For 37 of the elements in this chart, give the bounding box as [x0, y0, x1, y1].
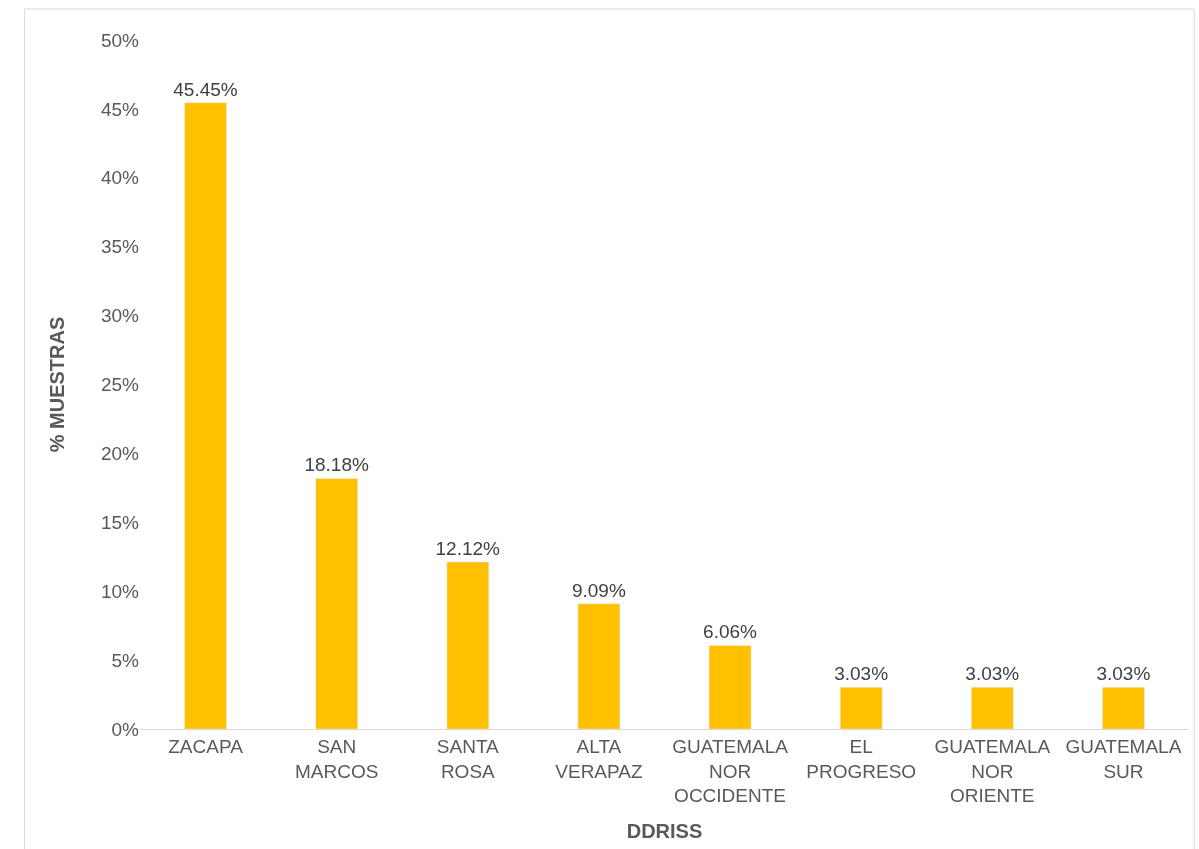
y-tick-label: 30%	[100, 305, 140, 327]
x-tick-label: ZACAPA	[168, 735, 244, 757]
bar	[708, 645, 752, 729]
data-label: 9.09%	[571, 579, 626, 601]
x-tick-label: SAN MARCOS	[294, 735, 379, 782]
y-tick-label: 40%	[100, 167, 140, 189]
x-tick-label: GUATEMALA NOR ORIENTE	[934, 735, 1051, 807]
y-tick-label: 25%	[100, 374, 140, 396]
x-tick-label: EL PROGRESO	[806, 735, 917, 782]
bar	[577, 603, 621, 729]
x-tick-label: SANTA ROSA	[436, 735, 500, 782]
y-tick-label: 35%	[100, 236, 140, 258]
bar	[446, 561, 490, 729]
bar	[184, 102, 227, 729]
x-tick-label: GUATEMALA NOR OCCIDENTE	[672, 735, 789, 807]
data-label: 3.03%	[1096, 663, 1151, 685]
data-label: 45.45%	[173, 78, 238, 100]
x-tick-label: GUATEMALA SUR	[1065, 735, 1182, 782]
data-label: 12.12%	[435, 537, 501, 559]
bar	[315, 478, 358, 729]
bar	[971, 687, 1014, 729]
y-tick-label: 5%	[111, 649, 140, 671]
x-axis-title: DDRISS	[626, 819, 703, 842]
data-label: 18.18%	[304, 454, 369, 476]
bar	[1102, 687, 1145, 729]
data-label: 6.06%	[703, 621, 758, 643]
y-tick-label: 10%	[100, 580, 140, 602]
y-axis-title: % MUESTRAS	[46, 316, 69, 453]
data-label: 3.03%	[834, 663, 889, 685]
y-tick-label: 20%	[100, 443, 140, 465]
y-tick-label: 45%	[100, 98, 140, 120]
data-label: 3.03%	[965, 663, 1020, 685]
bar	[839, 687, 883, 729]
y-tick-label: 50%	[100, 29, 140, 51]
y-tick-label: 15%	[100, 511, 140, 533]
y-tick-label: 0%	[111, 718, 140, 740]
x-tick-label: ALTA VERAPAZ	[555, 735, 643, 782]
